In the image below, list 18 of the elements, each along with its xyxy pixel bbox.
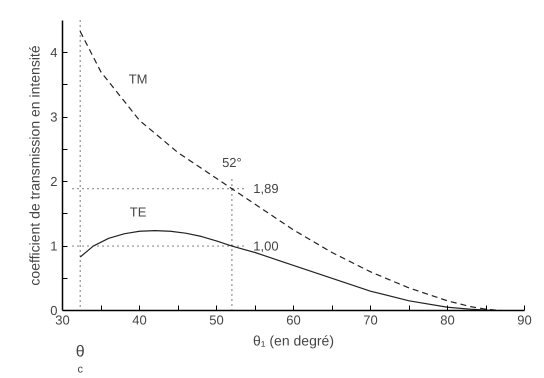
series-label: TE [130, 204, 147, 220]
ref-line-label: θc [76, 344, 85, 376]
x-tick-label: 40 [132, 312, 147, 328]
y-axis-title: coefficient de transmission en intensité [26, 45, 42, 286]
x-axis-title: θ₁ (en degré) [253, 332, 334, 348]
x-tick-label: 90 [517, 312, 532, 328]
y-tick-label: 3 [50, 110, 58, 125]
x-tick-label: 60 [286, 312, 301, 328]
y-tick-label: 1 [50, 238, 58, 254]
x-tick-label: 70 [363, 312, 378, 328]
y-tick-label: 2 [50, 174, 58, 190]
ref-line-label: 1,00 [253, 238, 279, 254]
ref-line-label: 52° [222, 154, 242, 170]
x-tick-label: 50 [209, 312, 224, 328]
series-label: TM [128, 72, 148, 87]
x-tick-label: 80 [440, 312, 455, 328]
y-tick-label: 4 [50, 45, 58, 60]
ref-line-label: 1,89 [253, 181, 279, 196]
